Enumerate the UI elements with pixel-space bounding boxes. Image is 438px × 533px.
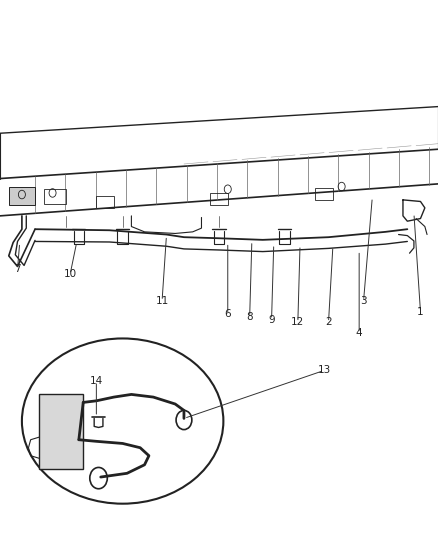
Text: 8: 8 [246,312,253,322]
Bar [315,188,333,200]
Text: 1: 1 [417,307,424,317]
Text: 14: 14 [90,376,103,386]
Text: 10: 10 [64,270,77,279]
Bar [9,187,35,205]
Text: 13: 13 [318,366,331,375]
Text: 3: 3 [360,296,367,306]
Bar [39,394,83,469]
Text: 7: 7 [14,264,21,274]
Text: 12: 12 [291,318,304,327]
Text: 11: 11 [155,296,169,306]
Text: 4: 4 [356,328,363,338]
Bar [44,189,66,204]
Text: 2: 2 [325,318,332,327]
Text: 9: 9 [268,315,275,325]
Ellipse shape [22,338,223,504]
Bar [96,196,114,208]
Text: 6: 6 [224,310,231,319]
Bar [210,193,228,205]
